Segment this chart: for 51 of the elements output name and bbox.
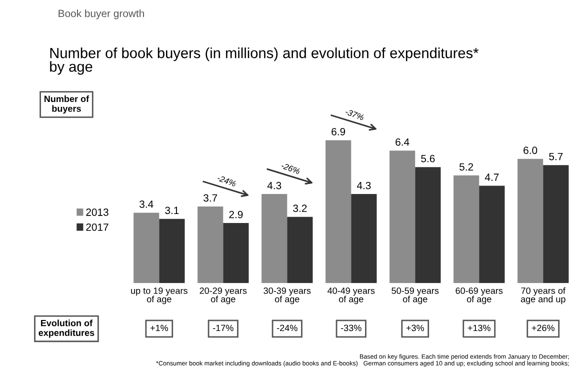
data-label: 3.7: [204, 194, 218, 202]
text: -33%: [341, 324, 362, 332]
text: +13%: [468, 324, 490, 332]
data-label: 2.9: [229, 210, 243, 218]
x-tick-label: 50-59 years of age: [392, 288, 439, 304]
chart-title: Book buyer growth: [58, 10, 144, 20]
data-label: 4.3: [356, 182, 371, 190]
data-label: 6.4: [396, 138, 410, 146]
text: Evolution of expenditures: [38, 320, 94, 338]
data-label: 3.1: [165, 206, 179, 214]
bar: [390, 150, 416, 284]
data-label: 5.6: [421, 154, 435, 162]
bar: [326, 140, 352, 284]
x-tick-label: 70 years of age and up: [520, 287, 566, 304]
data-label: 5.7: [549, 152, 563, 160]
annotation: -24%: [216, 174, 236, 187]
data-label: 3.4: [140, 200, 154, 208]
data-label: 6.9: [332, 128, 346, 136]
x-tick-label: 30-39 years of age: [264, 288, 311, 304]
data-label: 6.0: [524, 146, 538, 154]
text: +26%: [532, 324, 554, 332]
legend-label: 2013: [86, 208, 108, 216]
chart-subtitle: Number of book buyers (in millions) and evolution of expenditures* by age: [50, 48, 479, 75]
text: -24%: [277, 324, 298, 332]
text: +3%: [406, 324, 424, 332]
bar: [518, 158, 544, 284]
x-tick-label: up to 19 years of age: [131, 288, 188, 304]
bar: [351, 194, 377, 284]
bar: [262, 194, 288, 284]
legend-label: 2017: [86, 223, 108, 231]
x-tick-label: 60-69 years of age: [456, 288, 503, 304]
bar: [479, 186, 505, 284]
bar: [198, 206, 224, 284]
data-label: 3.2: [293, 204, 307, 212]
bar: [159, 218, 185, 284]
text: Number of buyers: [44, 95, 90, 114]
bar: [454, 175, 480, 284]
x-tick-label: 40-49 years of age: [328, 288, 375, 304]
annotation: -26%: [280, 162, 300, 174]
text: -17%: [213, 324, 234, 332]
bar: [415, 167, 441, 284]
bar: [543, 165, 569, 284]
bar: [134, 212, 160, 284]
bar: [287, 216, 313, 284]
annotation: -37%: [344, 108, 364, 121]
text: +1%: [150, 324, 168, 332]
bar: [223, 223, 249, 284]
x-tick-label: 20-29 years of age: [200, 288, 247, 304]
data-label: 4.3: [267, 182, 282, 190]
data-label: 5.2: [460, 163, 474, 171]
data-label: 4.7: [484, 174, 499, 181]
